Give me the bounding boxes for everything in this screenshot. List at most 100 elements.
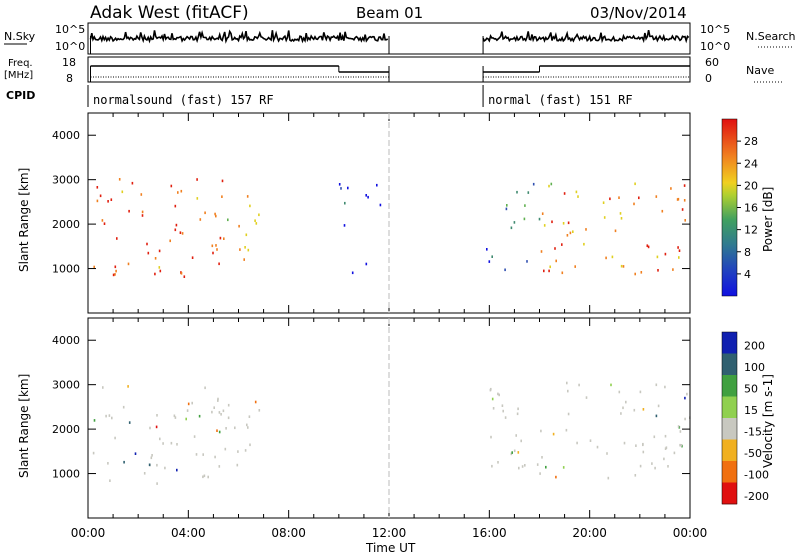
velocity-mark bbox=[516, 412, 519, 416]
power-mark bbox=[551, 220, 553, 224]
velocity-mark bbox=[176, 443, 178, 446]
power-mark bbox=[367, 195, 369, 199]
velocity-mark bbox=[664, 385, 666, 389]
power-mark bbox=[159, 269, 162, 273]
velocity-mark bbox=[622, 406, 624, 410]
velocity-mark bbox=[539, 472, 541, 475]
velocity-mark bbox=[108, 414, 111, 417]
y-tick-label-1-0: 1000 bbox=[52, 468, 80, 481]
velocity-mark bbox=[202, 475, 204, 479]
power-mark bbox=[526, 260, 528, 263]
power-mark bbox=[180, 189, 183, 193]
nsky-label: N.Sky bbox=[4, 30, 36, 43]
power-mark bbox=[516, 190, 518, 194]
power-cb-label-1: 8 bbox=[744, 246, 751, 259]
power-mark bbox=[215, 214, 217, 218]
velocity-mark bbox=[249, 443, 251, 447]
velocity-mark bbox=[92, 451, 95, 455]
velocity-mark bbox=[497, 392, 499, 396]
y-tick-label-0-0: 1000 bbox=[52, 263, 80, 276]
power-mark bbox=[131, 181, 134, 185]
power-mark bbox=[657, 269, 659, 272]
velocity-mark bbox=[159, 437, 161, 441]
power-mark bbox=[344, 201, 346, 205]
velocity-mark bbox=[635, 444, 637, 447]
velocity-mark bbox=[610, 383, 612, 387]
velocity-mark bbox=[655, 414, 658, 418]
velocity-mark bbox=[109, 479, 111, 482]
velocity-mark bbox=[567, 412, 570, 416]
velocity-mark bbox=[520, 439, 522, 443]
velocity-mark bbox=[93, 419, 96, 422]
velocity-mark bbox=[567, 389, 569, 393]
freq-panel: Freq. [MHz] 18 8 60 0 Nave bbox=[4, 56, 782, 85]
nsearch-label: N.Search bbox=[746, 30, 796, 43]
power-mark bbox=[93, 265, 95, 269]
velocity-mark bbox=[607, 476, 610, 480]
velocity-mark bbox=[491, 397, 494, 401]
power-mark bbox=[181, 232, 184, 235]
velocity-mark bbox=[150, 456, 153, 460]
power-mark bbox=[676, 198, 679, 201]
power-mark bbox=[118, 178, 121, 181]
cpid-segment-label-0: normalsound (fast) 157 RF bbox=[93, 93, 274, 107]
velocity-mark bbox=[173, 414, 176, 418]
nsearch-tick-high: 10^5 bbox=[700, 23, 730, 36]
power-mark bbox=[548, 184, 550, 188]
x-axis-label: Time UT bbox=[365, 541, 416, 554]
velocity-colorbar bbox=[721, 331, 738, 505]
velocity-mark bbox=[114, 436, 116, 440]
power-mark bbox=[214, 212, 216, 216]
velocity-mark bbox=[585, 396, 588, 399]
power-mark bbox=[116, 237, 118, 240]
power-mark bbox=[191, 256, 194, 259]
power-mark bbox=[524, 204, 526, 207]
velocity-panel: Slant Range [km] 1000 2000 3000 4000 200 100… bbox=[17, 317, 775, 519]
y-tick-label-0-2: 3000 bbox=[52, 174, 80, 187]
velocity-mark bbox=[562, 466, 565, 469]
power-mark bbox=[174, 204, 177, 208]
velocity-mark bbox=[202, 453, 204, 456]
power-mark bbox=[620, 217, 623, 220]
station-title: Adak West (fitACF) bbox=[90, 3, 249, 23]
power-mark bbox=[577, 195, 579, 198]
power-mark bbox=[245, 233, 248, 237]
velocity-cb-band-6 bbox=[722, 461, 737, 483]
power-mark bbox=[585, 228, 587, 231]
power-mark bbox=[110, 198, 113, 201]
x-tick-label-6: 00:00 bbox=[673, 526, 708, 540]
nsky-panel: N.Sky 10^5 10^0 10^5 10^0 N.Search bbox=[4, 22, 796, 55]
power-cb-label-3: 16 bbox=[744, 202, 758, 215]
velocity-mark bbox=[497, 461, 499, 464]
power-mark bbox=[603, 216, 606, 219]
power-mark bbox=[634, 182, 636, 186]
velocity-mark bbox=[657, 404, 660, 408]
velocity-mark bbox=[222, 409, 225, 413]
velocity-mark bbox=[218, 465, 221, 468]
power-mark bbox=[569, 231, 572, 235]
velocity-mark bbox=[143, 472, 146, 475]
velocity-mark bbox=[673, 451, 676, 455]
velocity-mark bbox=[680, 444, 683, 447]
power-mark bbox=[199, 218, 202, 221]
power-mark bbox=[622, 265, 625, 268]
velocity-mark bbox=[679, 443, 681, 447]
power-mark bbox=[486, 248, 488, 251]
velocity-cb-band-5 bbox=[722, 439, 737, 462]
nave-tick-high: 60 bbox=[705, 56, 719, 69]
y-tick-label-0-1: 2000 bbox=[52, 218, 80, 231]
velocity-mark bbox=[489, 388, 492, 392]
velocity-mark bbox=[176, 468, 178, 472]
power-mark bbox=[677, 246, 679, 249]
power-mark bbox=[532, 182, 535, 186]
power-mark bbox=[523, 217, 526, 221]
velocity-mark bbox=[679, 430, 682, 433]
velocity-mark bbox=[218, 411, 221, 414]
velocity-mark bbox=[634, 474, 637, 477]
velocity-mark bbox=[555, 475, 557, 479]
power-mark bbox=[541, 212, 544, 215]
power-mark bbox=[491, 255, 493, 258]
x-tick-label-2: 08:00 bbox=[271, 526, 306, 540]
velocity-mark bbox=[156, 463, 158, 467]
velocity-mark bbox=[540, 429, 542, 433]
